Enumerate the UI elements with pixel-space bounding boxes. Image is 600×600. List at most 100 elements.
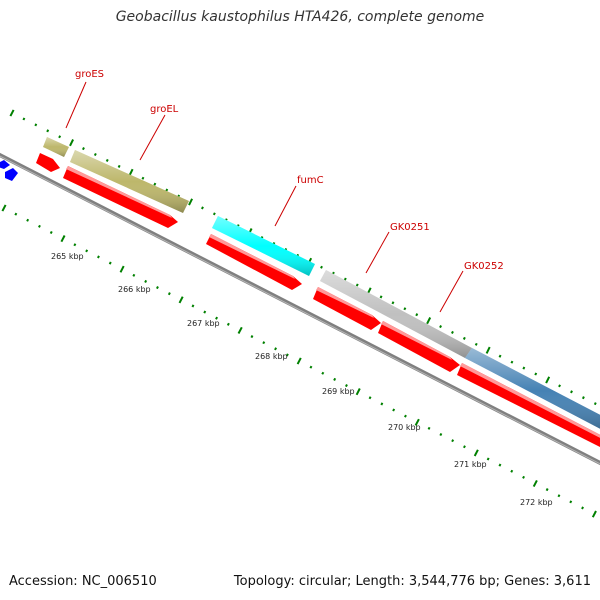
outer-tick-minor: [46, 129, 50, 133]
outer-tick-minor: [462, 336, 466, 340]
outer-tick-minor: [581, 396, 585, 400]
inner-tick-minor: [274, 347, 277, 351]
inner-tick-minor: [309, 365, 313, 369]
inner-tick-minor: [321, 371, 325, 375]
inner-tick-minor: [97, 255, 100, 259]
outer-tick-minor: [522, 366, 526, 370]
inner-tick-major: [355, 388, 361, 396]
tick-label-268: 268 kbp: [255, 352, 288, 361]
inner-tick-major: [1, 204, 7, 212]
tick-label-267: 267 kbp: [187, 319, 220, 328]
inner-tick-minor: [38, 224, 41, 228]
cds-arrow-GK0252[interactable]: [378, 321, 460, 372]
inner-tick-minor: [285, 353, 289, 357]
inner-tick-minor: [191, 304, 195, 308]
inner-tick-minor: [569, 500, 573, 504]
inner-tick-minor: [557, 494, 561, 498]
outer-tick-minor: [558, 384, 561, 388]
feature-bar-GK0251[interactable]: [320, 270, 472, 358]
label-groEL[interactable]: groEL: [150, 104, 179, 115]
feature-labels: groES groEL fumC GK0251 GK0252: [65, 69, 504, 313]
inner-tick-minor: [451, 439, 455, 443]
feature-bar-groES[interactable]: [43, 137, 69, 157]
outer-tick-minor: [379, 295, 383, 299]
map-title: Geobacillus kaustophilus HTA426, complet…: [115, 9, 485, 25]
inner-tick-major: [414, 418, 420, 426]
cds-arrow-fumC[interactable]: [206, 234, 302, 290]
feature-bars: [43, 137, 600, 434]
backbone-line: [0, 152, 600, 466]
label-groES[interactable]: groES: [75, 69, 104, 80]
outer-tick-minor: [153, 182, 157, 186]
inner-tick-minor: [156, 286, 159, 290]
outer-tick-major: [426, 317, 432, 325]
inner-tick-minor: [132, 273, 136, 277]
backbone: [0, 152, 600, 466]
inner-tick-minor: [404, 414, 407, 418]
outer-tick-minor: [117, 164, 121, 168]
tick-label-272: 272 kbp: [520, 498, 553, 507]
inner-tick-minor: [26, 218, 30, 222]
inner-tick-minor: [427, 426, 431, 430]
inner-tick-ring: [1, 204, 597, 518]
genome-summary-text: Topology: circular; Length: 3,544,776 bp…: [233, 574, 591, 589]
backbone-highlight: [0, 155, 600, 465]
outer-tick-major: [9, 109, 15, 117]
label-GK0252[interactable]: GK0252: [464, 261, 504, 272]
inner-tick-minor: [215, 316, 218, 320]
feature-bar-fumC[interactable]: [212, 216, 315, 276]
cds-arrow-next[interactable]: [457, 363, 600, 452]
outer-tick-minor: [534, 372, 538, 376]
inner-tick-minor: [144, 279, 148, 283]
label-fumC[interactable]: fumC: [297, 175, 324, 186]
inner-tick-minor: [439, 432, 443, 437]
inner-tick-minor: [498, 463, 502, 467]
inner-tick-major: [178, 296, 184, 304]
tick-label-265: 265 kbp: [51, 252, 84, 261]
outer-tick-minor: [474, 342, 478, 346]
inner-tick-minor: [345, 384, 348, 388]
inner-tick-minor: [250, 335, 254, 339]
inner-tick-major: [473, 449, 479, 457]
outer-tick-minor: [570, 390, 573, 394]
inner-tick-major: [532, 479, 538, 488]
feature-bar-groEL[interactable]: [70, 150, 189, 213]
inner-tick-minor: [510, 469, 514, 473]
inner-tick-minor: [522, 475, 525, 479]
feature-bar-GK0252[interactable]: [465, 348, 600, 434]
cds-arrow-groEL[interactable]: [63, 166, 178, 228]
inner-tick-minor: [463, 445, 466, 449]
outer-tick-minor: [82, 147, 85, 151]
outer-tick-minor: [439, 325, 442, 329]
left-gene-arrow[interactable]: [0, 160, 18, 181]
inner-tick-minor: [73, 243, 77, 247]
inner-tick-minor: [49, 230, 53, 235]
outer-tick-minor: [403, 307, 407, 311]
label-GK0251[interactable]: GK0251: [390, 222, 430, 233]
label-line-fumC: [274, 185, 297, 227]
label-line-GK0251: [365, 231, 390, 274]
inner-tick-minor: [85, 249, 89, 253]
inner-tick-minor: [486, 457, 490, 461]
outer-tick-minor: [212, 212, 216, 216]
outer-tick-major: [545, 376, 551, 384]
inner-tick-minor: [262, 341, 266, 345]
cds-arrow-groES[interactable]: [36, 153, 60, 172]
outer-tick-minor: [320, 265, 323, 269]
inner-tick-major: [60, 235, 66, 243]
tick-label-270: 270 kbp: [388, 423, 421, 432]
inner-tick-minor: [108, 261, 112, 265]
outer-tick-minor: [343, 277, 347, 281]
outer-tick-minor: [498, 354, 502, 358]
outer-tick-major: [485, 346, 491, 354]
label-line-groEL: [139, 114, 166, 161]
outer-tick-minor: [451, 330, 454, 334]
outer-tick-minor: [201, 206, 204, 210]
tick-labels: 265 kbp 266 kbp 267 kbp 268 kbp 269 kbp …: [51, 252, 553, 507]
outer-tick-minor: [22, 117, 26, 121]
outer-tick-minor: [165, 188, 169, 192]
cds-arrow-GK0251[interactable]: [313, 287, 381, 330]
outer-tick-minor: [415, 313, 419, 317]
outer-tick-major: [69, 139, 74, 147]
